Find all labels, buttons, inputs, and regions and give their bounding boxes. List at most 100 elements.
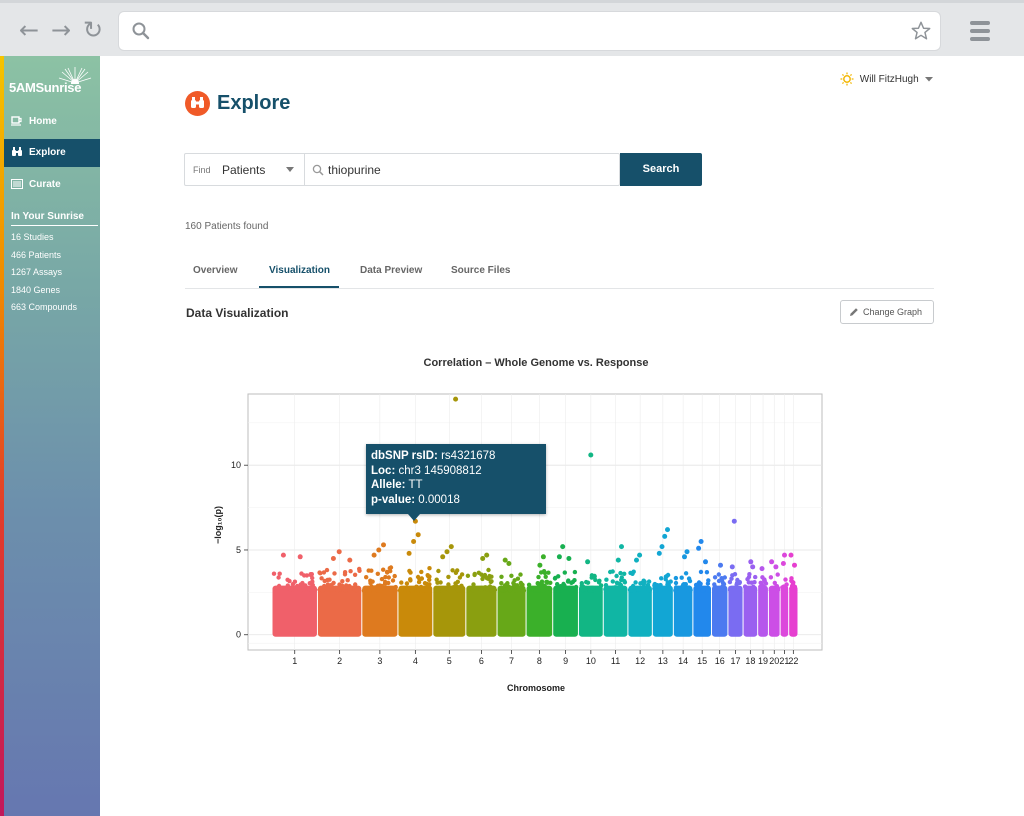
sidebar-stat-genes[interactable]: 1840 Genes — [11, 285, 61, 295]
star-icon[interactable] — [910, 20, 932, 42]
sidebar-item-explore[interactable]: Explore — [4, 139, 100, 167]
snp-point[interactable] — [656, 550, 662, 556]
sidebar-stat-compounds[interactable]: 663 Compounds — [11, 302, 78, 312]
back-button[interactable]: ← — [18, 16, 40, 44]
snp-point[interactable] — [773, 564, 779, 570]
snp-point[interactable] — [662, 533, 668, 539]
chevron-down-icon[interactable] — [286, 167, 294, 172]
snp-point[interactable] — [376, 547, 382, 553]
snp-point[interactable] — [444, 549, 450, 555]
snp-point — [489, 574, 494, 579]
snp-point[interactable] — [280, 552, 286, 558]
snp-point[interactable] — [448, 544, 454, 550]
chromosome-band — [362, 585, 398, 637]
snp-point[interactable] — [615, 557, 621, 563]
snp-point[interactable] — [566, 556, 572, 561]
chromosome-20-points — [768, 572, 781, 637]
snp-point — [470, 588, 476, 593]
snp-point[interactable] — [506, 561, 512, 566]
snp-point[interactable] — [330, 556, 336, 561]
search-button[interactable]: Search — [620, 153, 702, 186]
tab-source-files[interactable]: Source Files — [451, 265, 511, 276]
snp-point[interactable] — [788, 552, 794, 558]
sidebar-item-curate[interactable]: Curate — [4, 171, 100, 199]
snp-point — [562, 583, 567, 588]
tooltip-allele-label: Allele: — [371, 479, 406, 491]
snp-point[interactable] — [731, 518, 737, 524]
snp-point[interactable] — [665, 527, 670, 533]
logo[interactable]: 5AMSunrise — [9, 67, 93, 98]
reload-button[interactable]: ↻ — [82, 16, 104, 44]
snp-point — [410, 588, 415, 593]
snp-point[interactable] — [780, 561, 786, 566]
snp-point[interactable] — [347, 557, 353, 563]
entity-type-select[interactable]: Patients — [222, 163, 266, 177]
snp-point[interactable] — [381, 542, 386, 548]
snp-point[interactable] — [453, 396, 459, 402]
address-bar[interactable] — [118, 11, 941, 51]
snp-point[interactable] — [297, 554, 303, 560]
snp-point[interactable] — [502, 557, 508, 563]
snp-point[interactable] — [684, 549, 690, 555]
snp-point[interactable] — [585, 559, 591, 565]
tab-overview[interactable]: Overview — [193, 265, 238, 276]
snp-point[interactable] — [682, 554, 687, 560]
snp-point[interactable] — [759, 566, 765, 572]
snp-point[interactable] — [406, 550, 412, 556]
snp-point[interactable] — [634, 557, 639, 563]
forward-button[interactable]: → — [50, 16, 72, 44]
snp-point[interactable] — [619, 544, 624, 550]
snp-point — [460, 587, 465, 592]
menu-icon[interactable] — [970, 21, 990, 41]
snp-point — [548, 580, 553, 585]
sidebar-item-label: Curate — [29, 179, 61, 190]
snp-point[interactable] — [415, 532, 421, 538]
snp-point[interactable] — [703, 559, 708, 565]
tab-data-preview[interactable]: Data Preview — [360, 265, 423, 276]
change-graph-label: Change Graph — [863, 307, 923, 317]
snp-point[interactable] — [769, 559, 775, 565]
snp-point — [590, 585, 595, 591]
snp-point[interactable] — [556, 554, 562, 560]
snp-point — [686, 585, 692, 590]
snp-point[interactable] — [659, 544, 665, 550]
snp-point[interactable] — [792, 562, 797, 568]
snp-point — [678, 587, 683, 593]
search-icon — [312, 164, 324, 176]
chromosome-4-points — [397, 566, 433, 637]
change-graph-button[interactable]: Change Graph — [840, 300, 934, 324]
user-menu[interactable]: Will FitzHugh — [840, 72, 934, 86]
snp-point[interactable] — [371, 552, 377, 558]
sidebar-stat-patients[interactable]: 466 Patients — [11, 250, 62, 260]
snp-point[interactable] — [718, 562, 723, 568]
snp-point[interactable] — [729, 564, 735, 570]
snp-point[interactable] — [336, 549, 342, 555]
snp-point[interactable] — [748, 559, 754, 565]
snp-point — [415, 574, 421, 580]
snp-point[interactable] — [440, 554, 446, 560]
tab-visualization[interactable]: Visualization — [269, 265, 330, 276]
snp-point[interactable] — [696, 545, 702, 551]
snp-point — [318, 571, 323, 576]
snp-point[interactable] — [750, 564, 756, 570]
snp-point — [446, 574, 451, 580]
snp-point[interactable] — [411, 539, 417, 544]
sidebar-item-home[interactable]: Home — [4, 108, 100, 136]
chromosome-9-points — [552, 569, 579, 637]
snp-point[interactable] — [540, 554, 546, 560]
snp-point[interactable] — [560, 544, 566, 550]
snp-point[interactable] — [484, 552, 490, 558]
snp-point — [556, 586, 561, 592]
search-input[interactable] — [328, 160, 613, 180]
chromosome-21-points — [780, 577, 789, 637]
snp-point[interactable] — [480, 556, 486, 561]
snp-point[interactable] — [537, 562, 543, 568]
snp-point — [572, 569, 578, 575]
sidebar-stat-studies[interactable]: 16 Studies — [11, 232, 54, 242]
snp-point[interactable] — [782, 552, 787, 558]
snp-point[interactable] — [588, 452, 594, 458]
sidebar-stat-assays[interactable]: 1267 Assays — [11, 267, 63, 277]
snp-point — [512, 578, 517, 583]
snp-point[interactable] — [637, 552, 643, 558]
snp-point[interactable] — [698, 539, 704, 544]
